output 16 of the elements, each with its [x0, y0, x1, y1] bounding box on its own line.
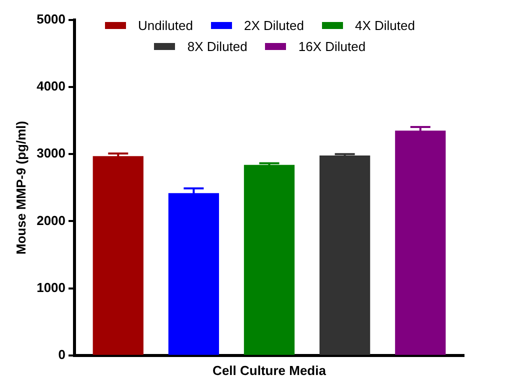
bar	[244, 164, 295, 355]
legend-label: 16X Diluted	[298, 39, 366, 54]
legend-label: Undiluted	[138, 18, 193, 33]
y-tick-label: 2000	[36, 212, 66, 228]
y-tick-label: 5000	[36, 12, 66, 27]
x-axis-title: Cell Culture Media	[212, 362, 327, 378]
bar	[320, 156, 370, 355]
y-tick-label: 4000	[36, 78, 66, 94]
y-tick-label: 0	[58, 346, 66, 362]
y-tick-label: 1000	[36, 280, 66, 295]
bar	[92, 156, 144, 355]
legend-label: 2X Diluted	[244, 18, 304, 33]
legend-label: 4X Diluted	[354, 18, 415, 33]
legend-label: 8X Diluted	[187, 39, 248, 54]
y-axis-title: Mouse MMP-9 (pg/ml)	[13, 120, 28, 255]
y-tick-label: 3000	[36, 146, 66, 161]
